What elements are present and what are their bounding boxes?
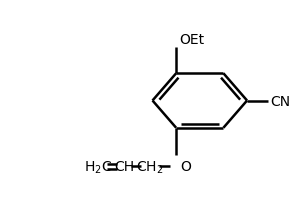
Text: CH: CH [114,160,134,174]
Text: CH$_2$: CH$_2$ [136,159,164,175]
Text: H$_2$C: H$_2$C [84,159,112,175]
Text: O: O [180,160,191,174]
Text: OEt: OEt [179,33,204,47]
Text: CN: CN [270,94,290,108]
